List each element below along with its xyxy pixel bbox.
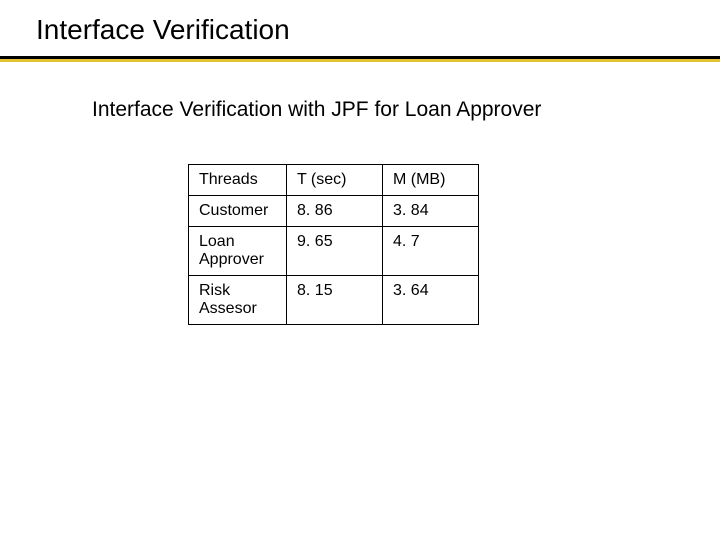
col-header-memory: M (MB) <box>383 165 479 196</box>
page-title: Interface Verification <box>36 14 290 46</box>
cell-time: 8. 15 <box>287 276 383 325</box>
cell-memory: 3. 84 <box>383 196 479 227</box>
table-row: Customer 8. 86 3. 84 <box>189 196 479 227</box>
cell-thread-name: Customer <box>189 196 287 227</box>
cell-memory: 3. 64 <box>383 276 479 325</box>
col-header-time: T (sec) <box>287 165 383 196</box>
table-row: Loan Approver 9. 65 4. 7 <box>189 227 479 276</box>
subtitle: Interface Verification with JPF for Loan… <box>92 98 541 122</box>
results-table: Threads T (sec) M (MB) Customer 8. 86 3.… <box>188 164 479 325</box>
table-header-row: Threads T (sec) M (MB) <box>189 165 479 196</box>
title-rule-accent <box>0 59 720 62</box>
cell-thread-name: Risk Assesor <box>189 276 287 325</box>
cell-memory: 4. 7 <box>383 227 479 276</box>
table-row: Risk Assesor 8. 15 3. 64 <box>189 276 479 325</box>
col-header-threads: Threads <box>189 165 287 196</box>
cell-thread-name: Loan Approver <box>189 227 287 276</box>
cell-time: 9. 65 <box>287 227 383 276</box>
slide: Interface Verification Interface Verific… <box>0 0 720 540</box>
cell-time: 8. 86 <box>287 196 383 227</box>
